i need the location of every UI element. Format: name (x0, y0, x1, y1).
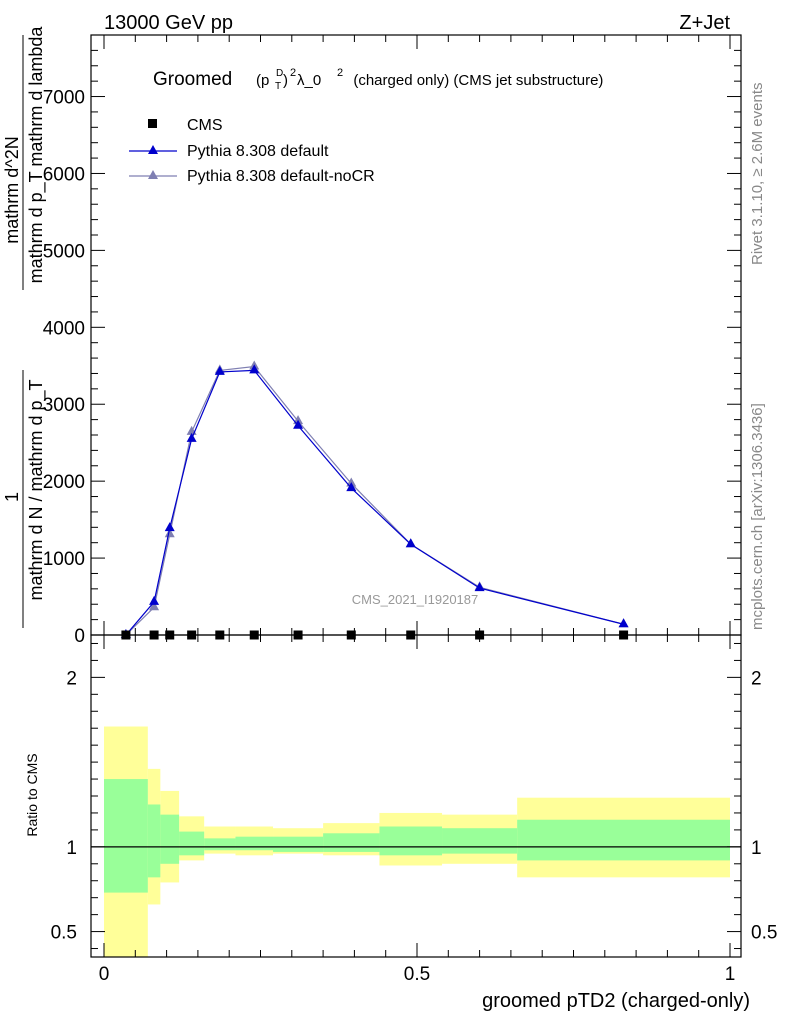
ratio-ylabel: Ratio to CMS (24, 753, 40, 836)
ratio-band-green (179, 831, 205, 856)
legend-marker-pythia-nocr (148, 170, 158, 179)
series-point-pythia-nocr (149, 601, 160, 611)
main-y-tick-label: 7000 (43, 88, 85, 109)
legend-label-cms: CMS (187, 117, 223, 134)
ratio-band-green (273, 836, 324, 852)
ylabel-right-numerator: mathrm d^2N (2, 136, 22, 243)
series-point-pythia-default (149, 595, 160, 605)
title-rest-power: 2 (337, 67, 343, 79)
main-y-tick-label: 5000 (43, 241, 85, 262)
main-y-tick-label: 6000 (43, 164, 85, 185)
main-y-tick-label: 0 (74, 626, 85, 647)
main-y-tick-label: 1000 (43, 549, 85, 570)
title-rest: λ_0 (297, 72, 321, 89)
legend-marker-cms (148, 119, 157, 128)
axes: 0 1000 2000 3000 4000 5000 6000 7000 0.5 0.5 1 1 2 2 0… (43, 34, 777, 985)
x-tick-label: 1 (725, 964, 736, 985)
x-tick-label: 0.5 (404, 964, 430, 985)
main-ylabel: 1 mathrm d N / mathrm d p_T mathrm d^2N … (2, 26, 47, 628)
legend-item-cms[interactable]: CMS (148, 117, 223, 134)
ratio-band-green (160, 814, 180, 864)
series-point-pythia-default (618, 618, 629, 628)
ratio-band-green (379, 826, 443, 856)
ratio-y-tick-label-right: 1 (751, 838, 762, 859)
series-point-pythia-default (474, 582, 485, 592)
energy-label: 13000 GeV pp (104, 12, 233, 34)
ratio-band-green (442, 828, 518, 854)
ylabel-right-denominator: mathrm d p_T mathrm d lambda (26, 26, 47, 284)
ratio-frame (90, 634, 742, 958)
title-close: ) (283, 72, 288, 89)
plot-title: Groomed (p T D ) 2 λ_0 2 (charged only) … (153, 67, 603, 92)
legend-label-pythia-nocr: Pythia 8.308 default-noCR (187, 168, 375, 185)
title-sup: D (276, 68, 283, 79)
ratio-band-green (204, 838, 236, 851)
title-power: 2 (290, 67, 296, 79)
series-point-pythia-default (186, 432, 197, 442)
ratio-band-green (323, 833, 380, 852)
series-point-pythia-default (214, 365, 225, 375)
main-y-tick-label: 2000 (43, 472, 85, 493)
legend-item-pythia-default[interactable]: Pythia 8.308 default (129, 143, 329, 160)
title-sub: T (275, 81, 281, 92)
legend-label-pythia-default: Pythia 8.308 default (187, 143, 329, 160)
ratio-y-tick-label-left: 2 (66, 668, 77, 689)
ylabel-numerator: 1 (2, 492, 22, 502)
main-y-tick-label: 3000 (43, 395, 85, 416)
series-point-pythia-default (164, 522, 175, 532)
analysis-label: CMS_2021_I1920187 (352, 592, 479, 607)
legend: CMS Pythia 8.308 default Pythia 8.308 de… (129, 117, 375, 185)
ratio-band-green (147, 804, 161, 878)
title-suffix: (charged only) (CMS jet substructure) (345, 72, 603, 89)
main-y-tick-label: 4000 (43, 318, 85, 339)
ratio-y-tick-label-left: 1 (66, 838, 77, 859)
process-label: Z+Jet (679, 12, 730, 34)
series-point-pythia-nocr (164, 528, 175, 538)
rivet-label: Rivet 3.1.10, ≥ 2.6M events (749, 83, 766, 266)
ratio-y-tick-label-right: 0.5 (751, 923, 777, 944)
title-formula: (p (256, 72, 269, 89)
series-point-pythia-default (405, 538, 416, 548)
ylabel-denominator: mathrm d N / mathrm d p_T (26, 379, 47, 600)
ratio-band-green (517, 819, 730, 861)
ratio-bands (104, 726, 730, 957)
ratio-band-green (104, 779, 148, 893)
legend-item-pythia-nocr[interactable]: Pythia 8.308 default-noCR (129, 168, 375, 185)
mcplots-label: mcplots.cern.ch [arXiv:1306.3436] (749, 403, 766, 630)
x-tick-label: 0 (99, 964, 110, 985)
x-axis-label: groomed pTD2 (charged-only) (482, 990, 750, 1012)
ratio-y-tick-label-left: 0.5 (51, 923, 77, 944)
ratio-band-green (235, 836, 274, 851)
series-point-pythia-nocr (346, 477, 357, 487)
series-point-pythia-default (346, 482, 357, 492)
series-point-pythia-default (249, 364, 260, 374)
ratio-y-tick-label-right: 2 (751, 668, 762, 689)
title-prefix: Groomed (153, 69, 232, 90)
legend-marker-pythia-default (148, 145, 158, 154)
series-point-pythia-default (293, 419, 304, 429)
